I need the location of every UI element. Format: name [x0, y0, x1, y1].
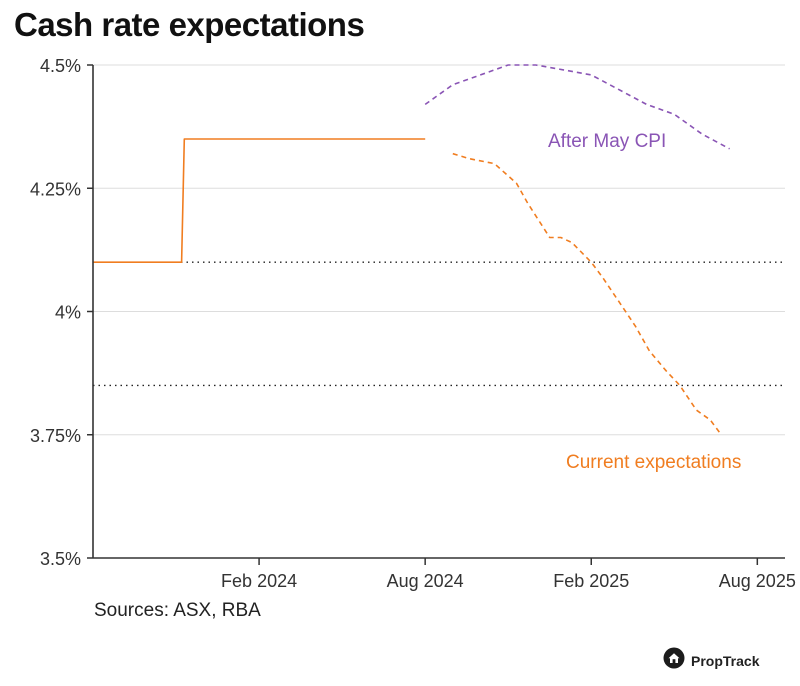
chart-title: Cash rate expectations: [14, 6, 365, 43]
y-tick-label-2: 4%: [55, 303, 81, 323]
brand-name: PropTrack: [691, 652, 760, 669]
y-tick-label-0: 3.5%: [40, 549, 81, 569]
sources-note: Sources: ASX, RBA: [94, 600, 261, 621]
axes: [87, 64, 785, 565]
annotation-current-expectations: Current expectations: [566, 452, 741, 473]
x-tick-label-3: Aug 2025: [719, 571, 796, 591]
x-tick-label-1: Aug 2024: [387, 571, 464, 591]
x-tick-label-2: Feb 2025: [553, 571, 629, 591]
reference-lines: [93, 261, 785, 387]
series-lines: [93, 64, 730, 436]
y-tick-label-4: 4.5%: [40, 56, 81, 76]
annotation-after-may-cpi: After May CPI: [548, 131, 666, 152]
x-tick-label-0: Feb 2024: [221, 571, 297, 591]
y-tick-label-1: 3.75%: [30, 426, 81, 446]
house-logo-icon: [663, 647, 685, 674]
line-chart: 3.5% 3.75% 4% 4.25% 4.5% Feb 2024 Aug 2024 Feb …: [30, 56, 796, 591]
grid-lines: [93, 64, 785, 436]
series-after-may-cpi: [424, 64, 730, 150]
tick-labels: 3.5% 3.75% 4% 4.25% 4.5% Feb 2024 Aug 2024 Feb …: [30, 56, 796, 591]
series-actual-cash-rate: [93, 138, 426, 264]
series-current-expectations: [452, 152, 722, 436]
proptrack-logo: PropTrack: [663, 647, 759, 674]
y-tick-label-3: 4.25%: [30, 179, 81, 199]
